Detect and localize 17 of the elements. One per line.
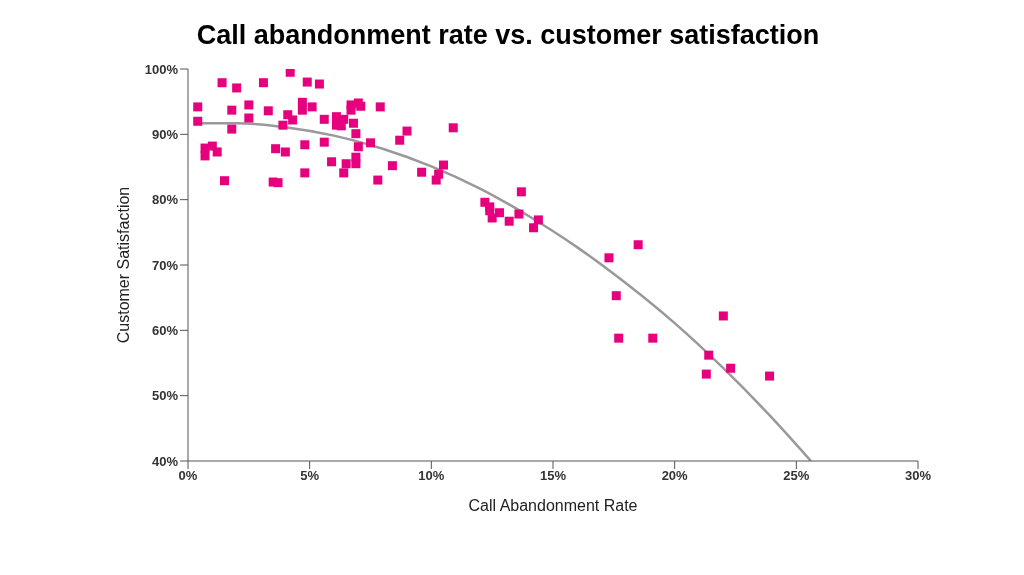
y-tick-label: 100% (144, 61, 179, 77)
x-tick-label: 30% (904, 468, 932, 484)
x-tick-label: 25% (783, 468, 810, 484)
y-tick-label: 70% (151, 257, 179, 273)
y-tick-label: 50% (151, 388, 179, 404)
y-tick-label: 40% (151, 453, 179, 469)
y-tick-label: 90% (151, 126, 179, 142)
chart-title: Call abandonment rate vs. customer satisfaction (195, 20, 821, 51)
y-tick-label: 60% (151, 322, 179, 338)
y-axis-title: Customer Satisfaction (114, 186, 132, 344)
x-tick-label: 0% (178, 468, 198, 484)
x-tick-label: 10% (418, 468, 445, 484)
x-tick-label: 5% (300, 468, 320, 484)
x-axis-title: Call Abandonment Rate (468, 497, 638, 514)
y-tick-label: 80% (151, 192, 179, 208)
x-tick-label: 20% (661, 468, 689, 484)
x-tick-label: 15% (539, 468, 567, 484)
